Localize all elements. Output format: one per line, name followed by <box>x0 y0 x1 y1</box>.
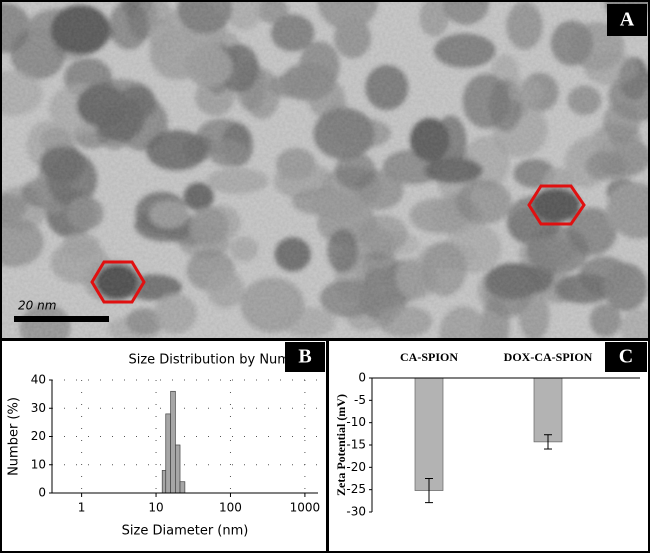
y-tick-label: 30 <box>31 401 46 415</box>
y-axis-label: Zeta Potential (mV) <box>334 394 348 496</box>
histogram-bar <box>161 470 167 494</box>
x-tick-label: 1000 <box>290 501 321 515</box>
y-axis-label: Number (%) <box>7 397 22 476</box>
panel-label-box <box>285 342 325 372</box>
tem-noise <box>2 2 648 338</box>
y-tick-label: -25 <box>346 482 366 496</box>
panel-border <box>327 339 650 553</box>
y-tick-label: -10 <box>346 415 366 429</box>
histogram-bar <box>170 390 176 494</box>
bar <box>414 377 444 491</box>
histogram-bar <box>165 413 171 494</box>
x-axis-label: Size Diameter (nm) <box>122 524 249 539</box>
y-tick-label: 0 <box>358 371 366 385</box>
y-tick-label: -20 <box>346 460 366 474</box>
scale-bar <box>14 316 109 322</box>
y-tick-label: -15 <box>346 438 366 452</box>
chart-title: Size Distribution by Number <box>128 353 312 368</box>
y-tick-label: 10 <box>31 457 46 471</box>
x-tick-label: 1 <box>78 501 86 515</box>
y-tick-label: 40 <box>31 373 46 387</box>
x-tick-label: 10 <box>148 501 163 515</box>
scale-bar-label: 20 nm <box>18 299 56 313</box>
histogram-bar <box>179 481 186 494</box>
panel-label: B <box>298 346 311 368</box>
highlight-hexagon <box>90 260 146 304</box>
y-tick-label: -5 <box>354 393 366 407</box>
panel-label: C <box>619 346 633 368</box>
x-tick-label: 100 <box>219 501 242 515</box>
histogram-bar <box>175 444 181 494</box>
tem-image: 20 nm A <box>2 2 648 338</box>
y-tick-label: -30 <box>346 505 366 519</box>
panel-label-box <box>605 342 647 372</box>
panel-label-box <box>607 4 647 36</box>
panel-border <box>0 339 328 553</box>
y-tick-label: 20 <box>31 429 46 443</box>
bar <box>533 377 563 443</box>
panel-label: A <box>620 9 635 31</box>
category-label: DOX-CA-SPION <box>504 350 593 364</box>
y-tick-label: 0 <box>38 486 46 500</box>
highlight-hexagon <box>527 184 586 226</box>
category-label: CA-SPION <box>400 350 458 364</box>
